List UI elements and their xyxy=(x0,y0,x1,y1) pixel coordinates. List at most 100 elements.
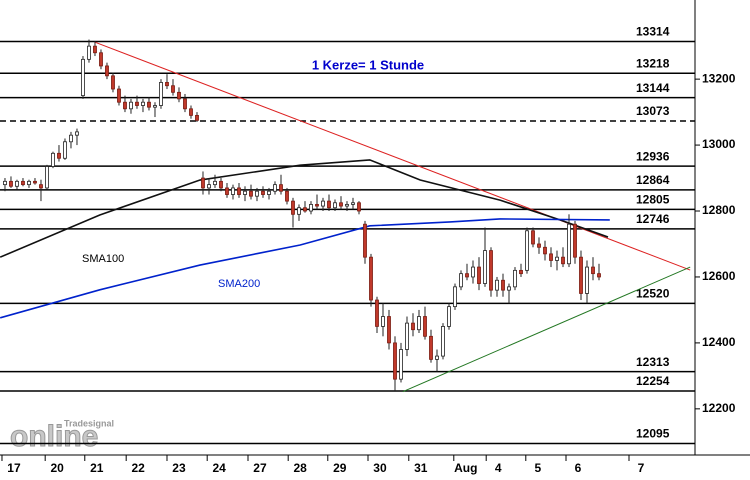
candle-body xyxy=(477,266,481,284)
candle-body xyxy=(405,322,409,350)
candle-body xyxy=(375,299,379,327)
x-tick-label: 5 xyxy=(534,461,541,475)
candle-body xyxy=(165,82,169,87)
level-label: 13314 xyxy=(636,25,670,39)
candle-body xyxy=(573,223,577,258)
candle-body xyxy=(3,180,7,186)
candle-body xyxy=(303,207,307,212)
candle-body xyxy=(177,91,181,100)
y-tick-label: 12600 xyxy=(702,269,736,283)
candle-body xyxy=(447,306,451,327)
candle-body xyxy=(219,180,223,189)
candle-body xyxy=(147,101,151,108)
series-label: SMA100 xyxy=(82,253,124,265)
candle-body xyxy=(99,52,103,67)
candle-body xyxy=(465,273,469,278)
candle-body xyxy=(45,166,49,189)
level-label: 12095 xyxy=(636,427,670,441)
watermark-logo: online xyxy=(10,420,98,453)
x-tick-label: 23 xyxy=(172,461,186,475)
candle-body xyxy=(507,286,511,291)
candle-body xyxy=(309,204,313,212)
candle-body xyxy=(105,65,109,77)
candle-body xyxy=(207,184,211,189)
level-label: 13218 xyxy=(636,56,670,70)
candle-body xyxy=(237,187,241,195)
candle-body xyxy=(93,45,97,54)
level-label: 12805 xyxy=(636,193,670,207)
x-tick-label: 17 xyxy=(7,461,21,475)
candle-body xyxy=(387,316,391,344)
x-tick-label: 29 xyxy=(333,461,347,475)
candle-body xyxy=(519,269,523,275)
candle-body xyxy=(201,177,205,189)
candle-body xyxy=(441,326,445,357)
candle-body xyxy=(129,101,133,110)
x-tick-label: 24 xyxy=(213,461,227,475)
candle-body xyxy=(333,202,337,209)
candle-body xyxy=(225,187,229,195)
candle-body xyxy=(243,190,247,195)
candle-body xyxy=(39,184,43,189)
candle-body xyxy=(135,101,139,106)
y-tick-label: 13200 xyxy=(702,71,736,85)
candle-body xyxy=(267,190,271,195)
candle-body xyxy=(195,114,199,121)
candle-body xyxy=(543,246,547,255)
x-tick-label: 6 xyxy=(575,461,582,475)
candle-body xyxy=(591,266,595,275)
candle-body xyxy=(321,200,325,207)
candle-body xyxy=(399,349,403,380)
candle-body xyxy=(495,279,499,291)
y-tick-label: 12200 xyxy=(702,401,736,415)
x-tick-label: 22 xyxy=(132,461,146,475)
candle-body xyxy=(51,152,55,167)
candle-body xyxy=(9,180,13,187)
candle-body xyxy=(555,256,559,261)
candle-body xyxy=(75,131,79,136)
candle-body xyxy=(63,141,67,159)
level-label: 12520 xyxy=(636,287,670,301)
candle-body xyxy=(513,269,517,288)
sma-line xyxy=(0,159,609,258)
level-label: 12313 xyxy=(636,355,670,369)
series-label: SMA200 xyxy=(218,278,260,290)
candle-body xyxy=(261,190,265,195)
candle-body xyxy=(141,101,145,106)
candle-body xyxy=(21,180,25,186)
candle-body xyxy=(15,180,19,187)
candle-body xyxy=(483,250,487,284)
x-tick-label: Aug xyxy=(454,461,477,475)
y-tick-label: 12800 xyxy=(702,203,736,217)
candle-body xyxy=(531,230,535,245)
candle-body xyxy=(291,200,295,215)
x-tick-label: 4 xyxy=(495,461,502,475)
candle-body xyxy=(453,286,457,308)
watermark-brand: Tradesignal xyxy=(64,418,114,428)
candle-body xyxy=(273,184,277,192)
candle-body xyxy=(357,202,361,212)
candle-body xyxy=(171,85,175,93)
x-tick-label: 31 xyxy=(414,461,428,475)
level-label: 13144 xyxy=(636,81,670,95)
x-tick-label: 21 xyxy=(90,461,104,475)
candle-body xyxy=(339,202,343,207)
candle-body xyxy=(363,223,367,258)
candle-body xyxy=(537,243,541,248)
candle-body xyxy=(123,101,127,110)
sma-line xyxy=(0,218,610,319)
candle-body xyxy=(111,75,115,90)
candle-body xyxy=(579,256,583,294)
candle-body xyxy=(585,266,589,294)
trendline xyxy=(94,41,691,271)
candle-body xyxy=(411,322,415,331)
x-tick-label: 30 xyxy=(373,461,387,475)
candle-body xyxy=(57,152,61,159)
candle-body xyxy=(213,180,217,186)
candle-body xyxy=(381,316,385,327)
candle-body xyxy=(279,184,283,192)
annotation: 1 Kerze= 1 Stunde xyxy=(312,57,424,72)
candle-body xyxy=(429,335,433,360)
x-tick-label: 28 xyxy=(294,461,308,475)
